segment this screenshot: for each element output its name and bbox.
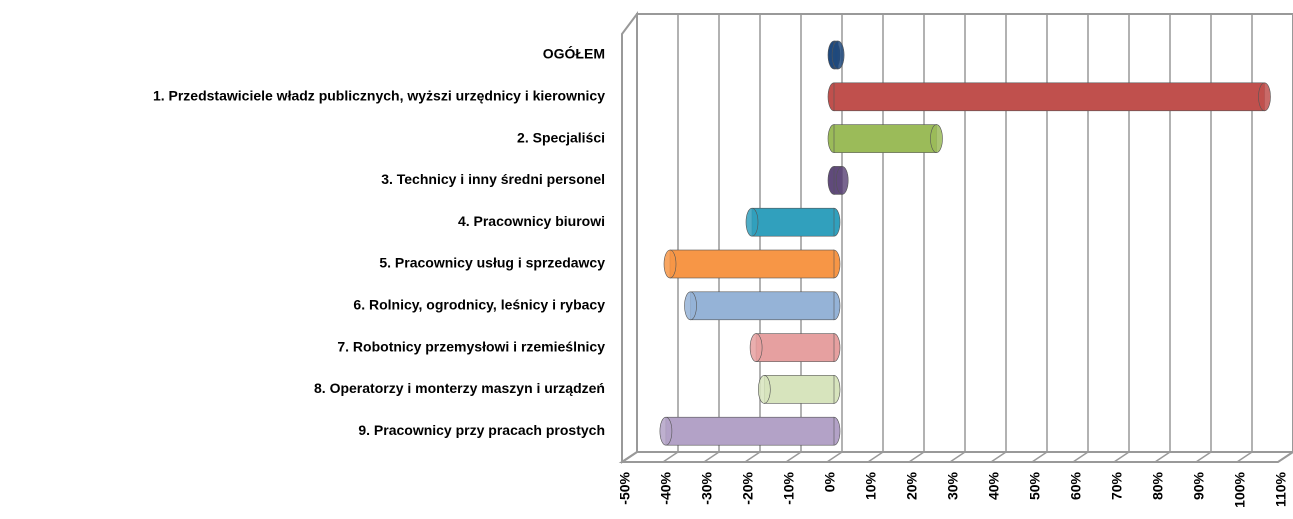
grid-line [1195, 14, 1212, 463]
x-tick-label: -50% [617, 471, 633, 504]
category-label: 9. Pracownicy przy pracach prostych [358, 422, 605, 438]
grid-line [1236, 14, 1253, 463]
grid-line [949, 14, 966, 463]
category-label: 8. Operatorzy i monterzy maszyn i urządz… [314, 380, 605, 396]
grid-line [621, 14, 638, 463]
bar [751, 207, 835, 237]
x-tick-label: -30% [699, 471, 715, 504]
side-wall [621, 11, 638, 464]
bar [763, 375, 835, 404]
x-tick-label: -10% [781, 471, 797, 504]
bar [669, 249, 835, 279]
x-tick-label: 80% [1150, 471, 1166, 500]
grid-line [867, 14, 884, 463]
x-tick-label: 30% [945, 471, 961, 500]
category-label: 3. Technicy i inny średni personel [381, 171, 605, 187]
bar-end [835, 166, 849, 195]
bar-end [684, 291, 697, 321]
category-label: OGÓŁEM [543, 45, 605, 62]
grid-line [1031, 14, 1048, 463]
grid-line [908, 14, 925, 463]
grid-line [1277, 14, 1293, 463]
category-label: 6. Rolnicy, ogrodnicy, leśnicy i rybacy [353, 297, 605, 313]
x-tick-label: 100% [1232, 471, 1248, 507]
x-tick-label: 50% [1027, 471, 1043, 500]
bar-end [930, 124, 943, 153]
grid-line [785, 14, 802, 463]
x-tick-label: -20% [740, 471, 756, 504]
x-tick-label: 0% [822, 471, 838, 492]
category-label: 5. Pracownicy usług i sprzedawcy [379, 255, 605, 271]
category-label: 4. Pracownicy biurowi [458, 213, 605, 229]
x-tick-label: 20% [904, 471, 920, 500]
bar [665, 416, 835, 446]
category-label: 2. Specjaliści [517, 129, 605, 145]
bar [690, 291, 835, 321]
x-tick-label: 60% [1068, 471, 1084, 500]
bar-end [749, 333, 763, 362]
x-tick-label: 110% [1273, 471, 1289, 507]
bar-end [659, 416, 673, 446]
bar-end [745, 207, 759, 237]
grid-line [1154, 14, 1171, 463]
x-tick-label: 40% [986, 471, 1002, 500]
grid-line [990, 14, 1007, 463]
bar-end [831, 40, 845, 70]
grid-line [662, 14, 679, 463]
bar-end [663, 249, 677, 279]
category-label: 1. Przedstawiciele władz publicznych, wy… [153, 88, 605, 104]
grid-line [744, 14, 761, 463]
x-tick-label: 70% [1109, 471, 1125, 500]
x-tick-label: 90% [1191, 471, 1207, 500]
x-tick-label: 10% [863, 471, 879, 500]
x-tick-label: -40% [658, 471, 674, 504]
category-label: 7. Robotnicy przemysłowi i rzemieślnicy [337, 338, 605, 354]
bar [833, 82, 1265, 112]
grid-line [1113, 14, 1130, 463]
bar-end [757, 375, 771, 404]
bar [755, 333, 835, 362]
grid-line [826, 14, 843, 463]
bar [833, 124, 937, 153]
grid-line [703, 14, 720, 463]
bar-end [1258, 82, 1271, 112]
grid-line [1072, 14, 1089, 463]
